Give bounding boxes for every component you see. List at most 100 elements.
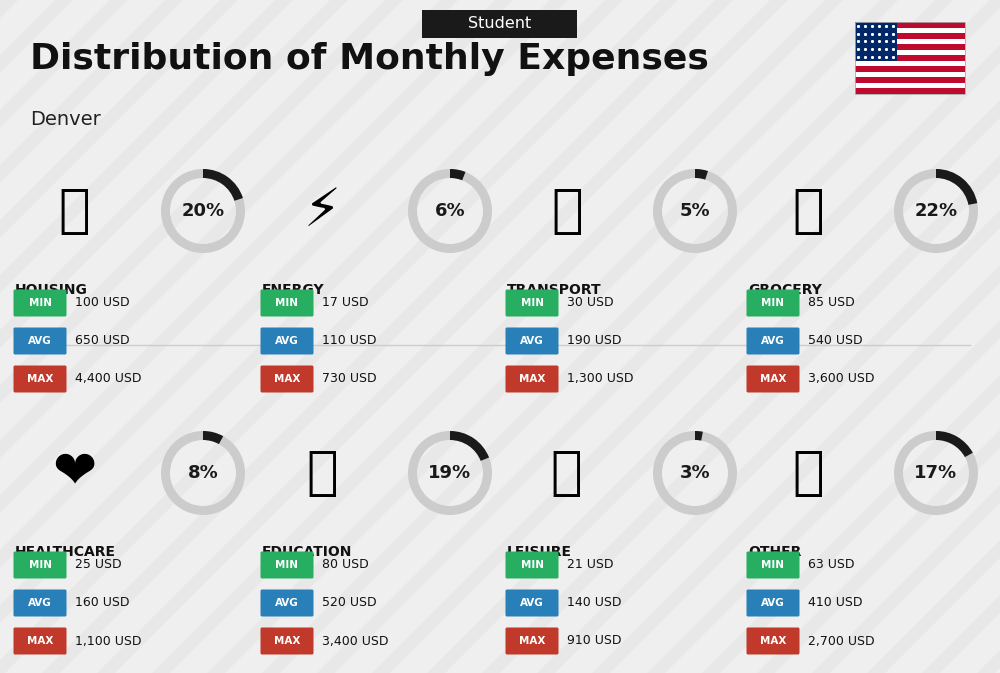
Text: 910 USD: 910 USD	[567, 635, 622, 647]
FancyBboxPatch shape	[747, 289, 800, 316]
Text: 3,400 USD: 3,400 USD	[322, 635, 388, 647]
Wedge shape	[203, 169, 243, 201]
Polygon shape	[0, 0, 678, 673]
Polygon shape	[592, 0, 1000, 673]
Polygon shape	[0, 0, 623, 673]
FancyBboxPatch shape	[506, 289, 559, 316]
FancyBboxPatch shape	[506, 590, 559, 616]
Polygon shape	[317, 0, 1000, 673]
Text: OTHER: OTHER	[748, 545, 801, 559]
FancyBboxPatch shape	[260, 328, 314, 355]
Polygon shape	[977, 0, 1000, 673]
Wedge shape	[161, 169, 245, 253]
Polygon shape	[757, 0, 1000, 673]
Text: MIN: MIN	[762, 298, 784, 308]
FancyBboxPatch shape	[747, 551, 800, 579]
Text: MAX: MAX	[274, 636, 300, 646]
Text: AVG: AVG	[28, 598, 52, 608]
Text: MIN: MIN	[520, 560, 544, 570]
Polygon shape	[262, 0, 953, 673]
Text: MAX: MAX	[760, 636, 786, 646]
Text: 140 USD: 140 USD	[567, 596, 622, 610]
Text: 19%: 19%	[428, 464, 472, 482]
Text: 110 USD: 110 USD	[322, 334, 376, 347]
FancyBboxPatch shape	[260, 289, 314, 316]
Text: 25 USD: 25 USD	[75, 559, 122, 571]
Text: MAX: MAX	[274, 374, 300, 384]
Text: AVG: AVG	[275, 336, 299, 346]
Bar	[855, 33, 965, 38]
Text: 730 USD: 730 USD	[322, 372, 377, 386]
Text: 21 USD: 21 USD	[567, 559, 614, 571]
Bar	[855, 83, 965, 88]
Text: LEISURE: LEISURE	[507, 545, 572, 559]
FancyBboxPatch shape	[260, 627, 314, 655]
Text: 20%: 20%	[181, 202, 225, 220]
Bar	[855, 55, 965, 61]
FancyBboxPatch shape	[506, 328, 559, 355]
FancyBboxPatch shape	[14, 328, 66, 355]
Polygon shape	[152, 0, 843, 673]
Wedge shape	[936, 169, 977, 205]
FancyBboxPatch shape	[14, 365, 66, 392]
Text: 80 USD: 80 USD	[322, 559, 369, 571]
FancyBboxPatch shape	[14, 551, 66, 579]
Polygon shape	[0, 0, 73, 673]
Text: AVG: AVG	[275, 598, 299, 608]
Polygon shape	[867, 0, 1000, 673]
Text: MAX: MAX	[760, 374, 786, 384]
Wedge shape	[695, 431, 703, 441]
Polygon shape	[0, 0, 238, 673]
Text: 3,600 USD: 3,600 USD	[808, 372, 874, 386]
Text: 6%: 6%	[435, 202, 465, 220]
Polygon shape	[0, 0, 128, 673]
Bar	[855, 22, 965, 94]
Polygon shape	[207, 0, 898, 673]
Text: 🏙️: 🏙️	[59, 185, 91, 237]
Text: AVG: AVG	[520, 336, 544, 346]
Polygon shape	[427, 0, 1000, 673]
Polygon shape	[0, 0, 513, 673]
Bar	[855, 22, 965, 28]
Polygon shape	[0, 0, 403, 673]
Text: 2,700 USD: 2,700 USD	[808, 635, 875, 647]
Text: 1,300 USD: 1,300 USD	[567, 372, 634, 386]
Text: AVG: AVG	[28, 336, 52, 346]
Bar	[855, 61, 965, 67]
Bar	[855, 77, 965, 83]
Text: 650 USD: 650 USD	[75, 334, 130, 347]
Bar	[855, 28, 965, 33]
Text: 1,100 USD: 1,100 USD	[75, 635, 142, 647]
Polygon shape	[922, 0, 1000, 673]
Wedge shape	[936, 431, 973, 457]
FancyBboxPatch shape	[14, 627, 66, 655]
Text: 190 USD: 190 USD	[567, 334, 622, 347]
FancyBboxPatch shape	[260, 551, 314, 579]
Text: MIN: MIN	[28, 560, 52, 570]
Text: 17%: 17%	[914, 464, 958, 482]
Polygon shape	[372, 0, 1000, 673]
Wedge shape	[161, 431, 245, 515]
Text: 5%: 5%	[680, 202, 710, 220]
Wedge shape	[653, 169, 737, 253]
Bar	[855, 38, 965, 44]
Text: MAX: MAX	[27, 636, 53, 646]
Bar	[855, 72, 965, 77]
Bar	[855, 67, 965, 72]
Wedge shape	[203, 431, 223, 444]
Text: 🎓: 🎓	[306, 447, 338, 499]
Text: MAX: MAX	[27, 374, 53, 384]
FancyBboxPatch shape	[260, 365, 314, 392]
Polygon shape	[0, 0, 458, 673]
FancyBboxPatch shape	[747, 365, 800, 392]
Wedge shape	[653, 431, 737, 515]
Text: Distribution of Monthly Expenses: Distribution of Monthly Expenses	[30, 42, 709, 76]
Polygon shape	[0, 0, 183, 673]
Wedge shape	[408, 169, 492, 253]
Wedge shape	[450, 431, 489, 461]
Text: 22%: 22%	[914, 202, 958, 220]
Text: MIN: MIN	[28, 298, 52, 308]
Text: MAX: MAX	[519, 636, 545, 646]
FancyBboxPatch shape	[747, 328, 800, 355]
Wedge shape	[408, 431, 492, 515]
